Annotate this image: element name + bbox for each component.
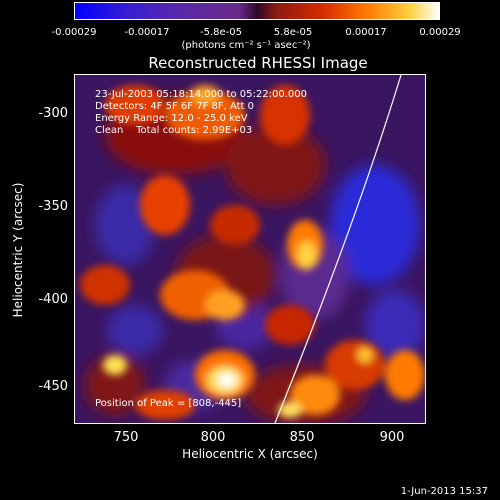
x-tick-label: 750 bbox=[113, 430, 139, 445]
y-tick-label: -300 bbox=[38, 106, 68, 121]
info-time-range: 23-Jul-2003 05:18:14.000 to 05:22:00.000 bbox=[95, 89, 307, 100]
colorbar-tick-label: -5.8e-05 bbox=[200, 27, 242, 38]
colorbar-tick-label: 0.00017 bbox=[345, 27, 387, 38]
info-detectors: Detectors: 4F 5F 6F 7F 8F, Att 0 bbox=[95, 101, 255, 112]
info-energy-range: Energy Range: 12.0 - 25.0 keV bbox=[95, 113, 248, 124]
rhessi-image bbox=[74, 74, 426, 424]
x-tick-label: 900 bbox=[379, 430, 405, 445]
colorbar-tick-label: 0.00029 bbox=[419, 27, 461, 38]
colorbar-tick-label: -0.00029 bbox=[51, 27, 97, 38]
x-tick-label: 800 bbox=[200, 430, 226, 445]
rhessi-image-canvas bbox=[75, 75, 425, 423]
x-tick-label: 850 bbox=[289, 430, 315, 445]
y-axis-title: Heliocentric Y (arcsec) bbox=[11, 182, 25, 318]
y-tick-label: -400 bbox=[38, 292, 68, 307]
y-tick-label: -450 bbox=[38, 379, 68, 394]
footer-date: 1-Jun-2013 15:37 bbox=[400, 486, 488, 497]
colorbar bbox=[74, 2, 440, 20]
colorbar-tick-label: -0.00017 bbox=[124, 27, 170, 38]
x-axis-title: Heliocentric X (arcsec) bbox=[182, 447, 318, 461]
info-peak-position: Position of Peak = [808,-445] bbox=[95, 398, 242, 409]
colorbar-units: (photons cm⁻² s⁻¹ asec⁻²) bbox=[181, 40, 311, 51]
colorbar-tick-label: 5.8e-05 bbox=[273, 27, 313, 38]
y-tick-label: -350 bbox=[38, 199, 68, 214]
info-counts: Clean Total counts: 2.99E+03 bbox=[95, 125, 253, 136]
plot-title: Reconstructed RHESSI Image bbox=[148, 54, 368, 72]
solar-limb-curve bbox=[274, 75, 402, 423]
